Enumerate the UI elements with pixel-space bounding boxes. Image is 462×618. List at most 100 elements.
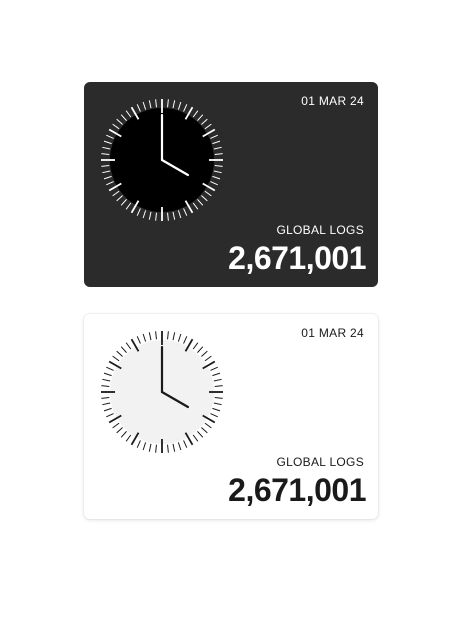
clock-tick [148, 332, 152, 341]
clock-tick [120, 431, 127, 438]
clock-tick [120, 114, 127, 121]
clock-tick [201, 195, 208, 202]
clock-tick [184, 106, 194, 120]
clock-tick [192, 434, 199, 442]
hour-hand [160, 390, 190, 409]
clock-tick [172, 100, 176, 109]
clock-tick [197, 199, 204, 206]
clock-tick [155, 212, 157, 221]
clock-tick [213, 170, 222, 174]
clock-tick [102, 170, 111, 174]
clock-tick [197, 431, 204, 438]
clock-tick [213, 378, 222, 382]
clock-tick [116, 118, 123, 125]
clock-tick [108, 414, 122, 424]
clock-tick [125, 434, 132, 442]
clock-tick [148, 443, 152, 452]
clock-tick [148, 211, 152, 220]
clock-tick [142, 442, 147, 451]
clock-tick [142, 333, 147, 342]
clock-tick [112, 190, 120, 197]
clock-tick [184, 338, 194, 352]
clock-tick [116, 195, 123, 202]
clock-tick [214, 397, 223, 399]
hour-hand [160, 158, 190, 177]
clock-tick [125, 110, 132, 118]
clock-tick [204, 190, 212, 197]
clock-tick [183, 336, 188, 344]
clock-tick [204, 355, 212, 362]
clock-tick [204, 123, 212, 130]
clock-tick [155, 99, 157, 108]
clock-tick [136, 208, 141, 216]
metric-label: GLOBAL LOGS [276, 223, 364, 237]
clock-tick [167, 99, 169, 108]
clock-tick [167, 212, 169, 221]
clock-tick [155, 444, 157, 453]
clock-tick [204, 422, 212, 429]
clock-tick [136, 104, 141, 112]
clock-tick [197, 114, 204, 121]
clock-tick [130, 106, 140, 120]
clock-tick [213, 146, 222, 150]
clock-tick [130, 200, 140, 214]
clock-tick [112, 355, 120, 362]
metric-label: GLOBAL LOGS [276, 455, 364, 469]
clock-tick [101, 397, 110, 399]
clock-tick [106, 366, 114, 371]
clock-tick [108, 182, 122, 192]
clock-tick [101, 165, 110, 167]
clock-tick [183, 208, 188, 216]
clock-tick [103, 372, 112, 377]
clock-tick [112, 123, 120, 130]
clock-tick [130, 338, 140, 352]
clock-tick [214, 385, 223, 387]
clock-tick [183, 104, 188, 112]
clock-tick [103, 407, 112, 412]
clock-tick [172, 443, 176, 452]
clock-tick [102, 378, 111, 382]
clock-tick [210, 181, 218, 186]
clock-tick [112, 422, 120, 429]
clock-tick [184, 200, 194, 214]
analog-clock-icon [101, 331, 223, 453]
clock-tick [125, 202, 132, 210]
clock-tick [201, 350, 208, 357]
clock-tick [210, 134, 218, 139]
clock-tick [210, 366, 218, 371]
clock-tick [210, 413, 218, 418]
clock-tick [184, 432, 194, 446]
clock-tick [101, 385, 110, 387]
clock-tick [130, 432, 140, 446]
clock-tick [102, 146, 111, 150]
clock-tick [177, 442, 182, 451]
clock-tick [142, 101, 147, 110]
clock-tick [148, 100, 152, 109]
clock-tick [212, 372, 221, 377]
clock-tick [177, 101, 182, 110]
clock-tick [202, 182, 216, 192]
clock-tick [214, 153, 223, 155]
clock-tick [177, 333, 182, 342]
clock-tick [102, 402, 111, 406]
global-logs-card-light: 01 MAR 24 GLOBAL LOGS 2,671,001 [84, 314, 378, 519]
clock-tick [136, 336, 141, 344]
date-label: 01 MAR 24 [301, 94, 364, 108]
clock-tick [125, 342, 132, 350]
clock-tick [192, 202, 199, 210]
clock-tick [202, 360, 216, 370]
clock-tick [103, 140, 112, 145]
clock-tick [192, 342, 199, 350]
clock-tick [155, 331, 157, 340]
clock-tick [116, 427, 123, 434]
clock-tick [108, 128, 122, 138]
clock-tick [167, 331, 169, 340]
clock-tick [172, 332, 176, 341]
clock-tick [202, 128, 216, 138]
clock-tick [192, 110, 199, 118]
clock-tick [201, 118, 208, 125]
clock-tick [212, 175, 221, 180]
clock-tick [183, 440, 188, 448]
metric-value: 2,671,001 [228, 240, 366, 276]
analog-clock-icon [101, 99, 223, 221]
